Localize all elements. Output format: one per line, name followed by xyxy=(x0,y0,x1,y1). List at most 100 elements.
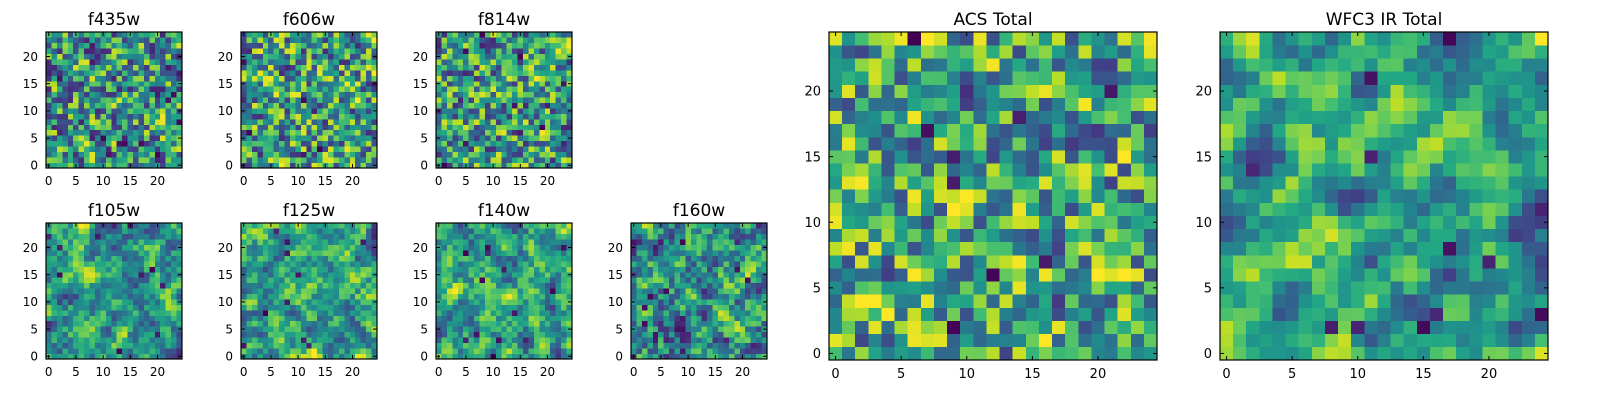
heatmap-cell xyxy=(636,342,643,349)
heatmap-cell xyxy=(257,129,264,136)
heatmap-cell xyxy=(105,304,112,311)
heatmap-cell xyxy=(512,140,518,147)
heatmap-cell xyxy=(138,102,145,109)
heatmap-cell xyxy=(371,310,378,316)
heatmap-cell xyxy=(284,342,291,349)
heatmap-cell xyxy=(523,320,529,327)
heatmap-cell xyxy=(685,266,692,273)
heatmap-cell xyxy=(84,37,90,44)
heatmap-cell xyxy=(636,337,643,343)
heatmap-cell xyxy=(116,288,123,295)
heatmap-cell xyxy=(452,271,459,278)
heatmap-cell xyxy=(111,162,118,169)
heatmap-cell xyxy=(696,228,703,235)
heatmap-cell xyxy=(1025,176,1040,190)
heatmap-cell xyxy=(273,80,280,87)
heatmap-cell xyxy=(506,140,513,147)
heatmap-cell xyxy=(344,244,351,251)
heatmap-cell xyxy=(894,268,909,282)
heatmap-cell xyxy=(67,342,74,349)
heatmap-cell xyxy=(127,315,134,322)
heatmap-cell xyxy=(73,108,79,114)
heatmap-cell xyxy=(311,140,318,147)
heatmap-cell xyxy=(257,119,264,125)
heatmap-cell xyxy=(306,261,313,267)
heatmap-cell xyxy=(160,119,166,125)
heatmap-cell xyxy=(51,37,58,44)
heatmap-cell xyxy=(133,250,139,256)
heatmap-cell xyxy=(501,91,508,98)
heatmap-cell xyxy=(756,293,762,300)
heatmap-cell xyxy=(474,42,480,49)
heatmap-cell xyxy=(756,244,762,251)
heatmap-cell xyxy=(257,91,264,98)
x-tick-label: 15 xyxy=(123,174,138,188)
heatmap-cell xyxy=(463,304,469,311)
heatmap-cell xyxy=(468,53,475,60)
heatmap-cell xyxy=(452,250,459,256)
heatmap-cell xyxy=(745,299,751,305)
heatmap-cell xyxy=(273,293,280,300)
heatmap-cell xyxy=(355,102,361,109)
panel-title: f814w xyxy=(478,10,530,30)
heatmap-cell xyxy=(631,315,637,322)
heatmap-cell xyxy=(679,223,686,229)
heatmap-cell xyxy=(284,233,291,240)
x-tick-label: 0 xyxy=(45,365,53,379)
heatmap-cell xyxy=(355,75,361,82)
heatmap-cell xyxy=(723,320,730,327)
heatmap-cell xyxy=(344,59,351,65)
heatmap-cell xyxy=(506,277,513,284)
heatmap-cell xyxy=(105,70,112,76)
heatmap-cell xyxy=(745,244,751,251)
heatmap-cell xyxy=(284,108,291,114)
heatmap-cell xyxy=(479,337,486,343)
heatmap-cell xyxy=(306,342,313,349)
heatmap-cell xyxy=(1052,255,1066,269)
heatmap-cell xyxy=(84,261,90,267)
heatmap-cell xyxy=(1052,281,1066,295)
heatmap-cell xyxy=(67,42,74,49)
heatmap-cell xyxy=(690,326,697,333)
heatmap-cell xyxy=(441,124,448,131)
heatmap-cell xyxy=(262,113,269,120)
heatmap-cell xyxy=(756,337,762,343)
heatmap-cell xyxy=(474,135,480,142)
heatmap-cell xyxy=(484,42,491,49)
heatmap-cell xyxy=(89,250,96,256)
heatmap-cell xyxy=(674,353,681,360)
heatmap-cell xyxy=(561,37,567,44)
heatmap-cell xyxy=(105,119,112,125)
heatmap-cell xyxy=(933,163,948,177)
heatmap-cell xyxy=(446,86,453,93)
heatmap-cell xyxy=(62,266,69,273)
heatmap-cell xyxy=(484,304,491,311)
heatmap-cell xyxy=(279,119,285,125)
heatmap-cell xyxy=(51,53,58,60)
heatmap-cell xyxy=(728,250,735,256)
heatmap-cell xyxy=(986,176,1000,190)
heatmap-cell xyxy=(284,353,291,360)
heatmap-cell xyxy=(501,244,508,251)
heatmap-cell xyxy=(829,202,843,216)
heatmap-cell xyxy=(284,288,291,295)
heatmap-cell xyxy=(262,244,269,251)
heatmap-cell xyxy=(495,157,502,163)
heatmap-cell xyxy=(284,293,291,300)
heatmap-cell xyxy=(474,266,480,273)
heatmap-cell xyxy=(555,48,562,55)
heatmap-cell xyxy=(894,333,909,348)
heatmap-cell xyxy=(165,261,172,267)
heatmap-cell xyxy=(533,233,540,240)
heatmap-cell xyxy=(241,75,247,82)
heatmap-cell xyxy=(89,113,96,120)
heatmap-cell xyxy=(360,255,367,262)
heatmap-cell xyxy=(344,119,351,125)
heatmap-cell xyxy=(707,353,713,360)
heatmap-cell xyxy=(78,271,85,278)
heatmap-cell xyxy=(317,337,323,343)
heatmap-cell xyxy=(149,228,156,235)
heatmap-cell xyxy=(133,108,139,114)
heatmap-cell xyxy=(528,304,535,311)
